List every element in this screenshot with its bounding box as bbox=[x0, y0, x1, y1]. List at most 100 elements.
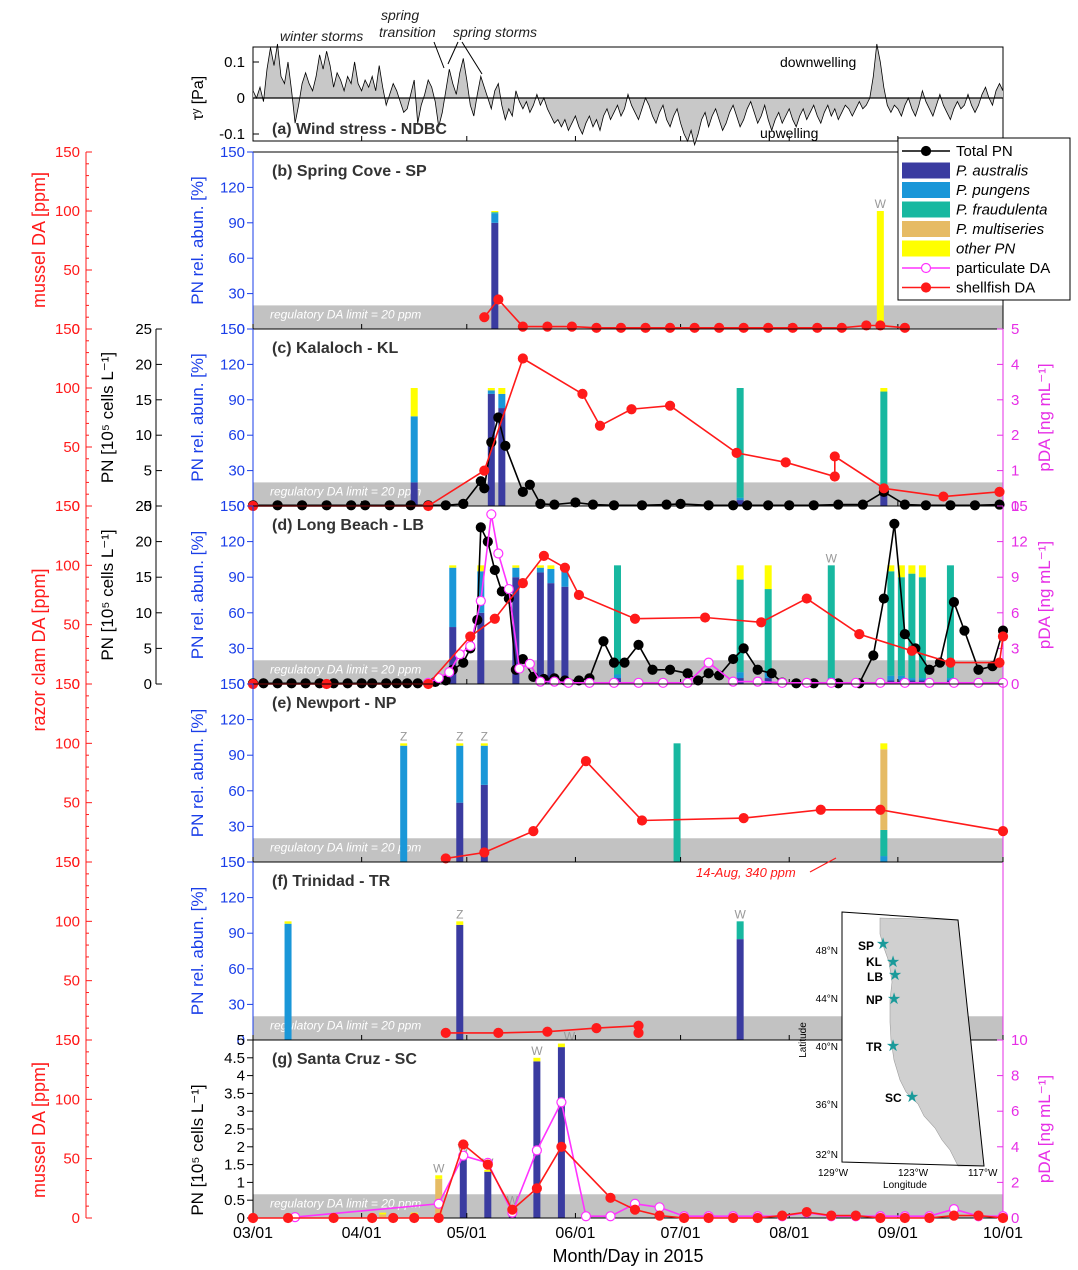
shellfish-da-point bbox=[829, 451, 840, 462]
station-label: TR bbox=[866, 1040, 882, 1054]
map-lat-tick: 36°N bbox=[816, 1100, 838, 1111]
shellfish-da-point bbox=[594, 420, 606, 431]
pn-count-tick-label: 5 bbox=[144, 640, 152, 657]
total-pn-point bbox=[899, 629, 910, 640]
shellfish-da-point bbox=[994, 486, 1005, 497]
shellfish-da-point bbox=[678, 1212, 690, 1224]
bar-segment-pp bbox=[512, 567, 520, 578]
da-tick-label: 0 bbox=[72, 676, 80, 693]
shellfish-da-point bbox=[517, 353, 528, 364]
shellfish-da-point bbox=[388, 1212, 399, 1224]
total-pn-point bbox=[524, 479, 535, 490]
da-tick-label: 100 bbox=[55, 203, 80, 220]
pn-rel-tick-label: 30 bbox=[228, 996, 245, 1013]
shellfish-da-point bbox=[517, 321, 528, 332]
particulate-da-point bbox=[605, 1211, 616, 1222]
shellfish-da-point bbox=[367, 1212, 378, 1224]
total-pn-point bbox=[945, 500, 956, 511]
bar-segment-other bbox=[880, 388, 888, 392]
bar-letter: W bbox=[875, 197, 887, 211]
bar-segment-pa bbox=[512, 577, 520, 684]
station-label: KL bbox=[866, 955, 882, 969]
particulate-da-point bbox=[826, 677, 837, 688]
particulate-da-point bbox=[549, 676, 560, 687]
total-pn-point bbox=[500, 440, 511, 451]
shellfish-da-point bbox=[829, 471, 840, 482]
shellfish-da-point bbox=[664, 322, 676, 333]
bar-segment-pp bbox=[449, 567, 457, 628]
station-star-icon: ★ bbox=[886, 1038, 900, 1055]
shellfish-da-point bbox=[538, 550, 549, 561]
bar-letter: W bbox=[564, 1030, 576, 1044]
shellfish-da-point bbox=[654, 1210, 665, 1221]
bar-segment-other bbox=[484, 1169, 492, 1172]
shellfish-da-point bbox=[854, 629, 865, 640]
particulate-da-point bbox=[531, 1145, 542, 1156]
da-tick-label: 0 bbox=[72, 854, 80, 871]
station-star-icon: ★ bbox=[886, 954, 900, 971]
total-pn-point bbox=[889, 518, 900, 529]
bar-segment-other bbox=[897, 565, 905, 578]
particulate-da-point bbox=[493, 548, 504, 559]
bar-segment-pp bbox=[284, 923, 292, 1040]
bar-letter: W bbox=[531, 1044, 543, 1058]
bar-segment-pp bbox=[410, 416, 418, 483]
station-label: SP bbox=[858, 939, 874, 953]
legend-swatch bbox=[902, 221, 950, 237]
legend-swatch bbox=[902, 162, 950, 179]
station-label: SC bbox=[885, 1091, 902, 1105]
panel-f: regulatory DA limit = 20 ppm Z W 0 30 60 90 120… bbox=[55, 854, 1004, 1049]
particulate-da-point bbox=[633, 677, 644, 688]
annot-340ppm: 14-Aug, 340 ppm bbox=[696, 865, 796, 880]
bar-segment-pf bbox=[918, 577, 926, 679]
regulatory-band bbox=[253, 838, 1003, 862]
bar-segment-pf bbox=[887, 571, 895, 676]
shellfish-da-point bbox=[489, 613, 500, 624]
pn-rel-tick-label: 90 bbox=[228, 747, 245, 764]
xtick-label: 08/01 bbox=[769, 1225, 809, 1242]
bar-segment-other bbox=[887, 565, 895, 572]
total-pn-point bbox=[675, 498, 686, 509]
bar-segment-pp bbox=[880, 856, 888, 862]
bar-segment-other bbox=[880, 743, 888, 750]
shellfish-da-point bbox=[440, 1027, 451, 1038]
shellfish-da-point bbox=[731, 447, 742, 458]
pn-count-tick-label: 1 bbox=[237, 1174, 245, 1191]
bar-segment-pf bbox=[736, 921, 744, 940]
panel-c-title: (c) Kalaloch - KL bbox=[272, 340, 398, 357]
bar-segment-pa bbox=[736, 939, 744, 1040]
bar-segment-pf bbox=[736, 388, 744, 498]
bar-segment-pp bbox=[887, 675, 895, 681]
station-label: LB bbox=[867, 970, 883, 984]
total-pn-point bbox=[969, 500, 981, 511]
panel-d: regulatory DA limit = 20 ppmW03060901201… bbox=[55, 498, 1054, 693]
pda-tick-label: 10 bbox=[1011, 1032, 1028, 1049]
particulate-da-point bbox=[657, 677, 669, 688]
particulate-da-point bbox=[924, 677, 935, 688]
total-pn-point bbox=[636, 500, 648, 511]
particulate-da-point bbox=[465, 640, 476, 652]
particulate-da-point bbox=[850, 677, 861, 688]
annot-downwelling: downwelling bbox=[780, 54, 856, 70]
bar-letter: W bbox=[433, 1161, 445, 1175]
shellfish-da-point bbox=[482, 1159, 493, 1170]
shellfish-da-point bbox=[899, 322, 910, 333]
pn-rel-tick-label: 30 bbox=[228, 818, 245, 835]
pn-count-tick-label: 10 bbox=[135, 427, 152, 444]
shellfish-da-point bbox=[247, 1212, 259, 1224]
total-pn-point bbox=[517, 486, 528, 497]
bar-segment-pf bbox=[880, 391, 888, 492]
bar-segment-other bbox=[547, 565, 555, 569]
wind-ytick-label: -0.1 bbox=[219, 126, 245, 143]
bar-segment-pf bbox=[946, 565, 954, 679]
pda-tick-label: 5 bbox=[1011, 321, 1019, 338]
shellfish-da-point bbox=[780, 457, 791, 468]
shellfish-da-point bbox=[328, 1212, 339, 1224]
pn-rel-tick-label: 90 bbox=[228, 215, 245, 232]
shellfish-da-point bbox=[801, 593, 812, 604]
shellfish-da-point bbox=[812, 322, 823, 333]
total-pn-point bbox=[994, 499, 1005, 510]
xtick-label: 07/01 bbox=[661, 1225, 701, 1242]
pn-count-tick-label: 0 bbox=[144, 676, 152, 693]
bar-segment-pp bbox=[613, 674, 621, 679]
